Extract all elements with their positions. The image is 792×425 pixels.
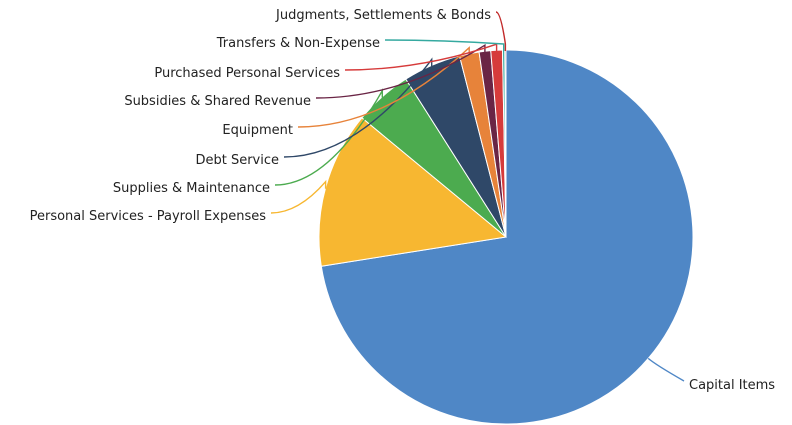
leader-line-debt-service — [283, 57, 433, 158]
slice-label-debt-service: Debt Service — [195, 153, 279, 168]
slice-label-capital-items: Capital Items — [689, 378, 775, 393]
pie-slices — [318, 49, 694, 425]
slice-label-judgments-settlements-bonds: Judgments, Settlements & Bonds — [275, 8, 491, 23]
leader-line-judgments-settlements-bonds — [495, 11, 507, 51]
slice-label-personal-services-payroll-expenses: Personal Services - Payroll Expenses — [30, 209, 267, 224]
leader-line-purchased-personal-services — [344, 43, 498, 71]
leader-line-capital-items — [647, 357, 685, 382]
leader-line-equipment — [297, 46, 470, 128]
leader-lines — [270, 11, 685, 382]
slice-label-purchased-personal-services: Purchased Personal Services — [154, 66, 340, 81]
leader-line-transfers-non-expense — [384, 39, 505, 51]
pie-slice-capital-items — [320, 49, 694, 425]
slice-label-supplies-maintenance: Supplies & Maintenance — [113, 181, 270, 196]
leader-line-personal-services-payroll-expenses — [270, 179, 327, 214]
slice-label-equipment: Equipment — [222, 123, 293, 138]
leader-line-supplies-maintenance — [274, 88, 383, 186]
slice-label-transfers-non-expense: Transfers & Non-Expense — [216, 36, 380, 51]
slice-label-subsidies-shared-revenue: Subsidies & Shared Revenue — [124, 94, 311, 109]
slice-labels: Capital Items Personal Services - Payroll… — [30, 8, 776, 393]
